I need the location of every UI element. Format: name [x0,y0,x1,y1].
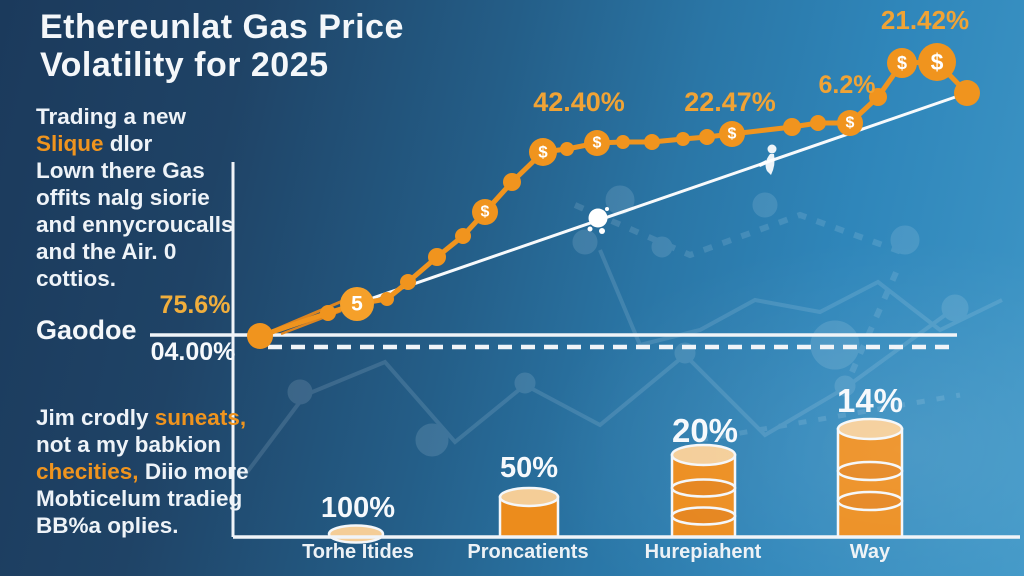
line-node-5 [340,287,374,321]
text-line: Slique dlor [36,130,251,157]
highlight-word: Slique [36,131,104,156]
dollar-icon: $ [931,49,944,75]
y-axis-word-label: Gaodoe [36,315,137,345]
line-point-label-2: 22.47% [684,87,776,117]
bar-value-label: 100% [320,492,396,524]
dollar-icon: $ [593,135,602,152]
highlight-word: suneats, [154,405,247,430]
dollar-icon: $ [481,204,490,221]
number-5-marker: 5 [351,293,363,316]
dollar-icon: $ [728,126,737,143]
reference-value-lower: 04.00% [150,338,236,366]
bar-cylinder-1 [327,524,385,544]
bar-category-label: Hurepiahent [644,541,762,563]
dollar-icon: $ [538,143,548,162]
line-node [783,118,801,136]
title-line-1: Ethereunlat Gas Price [40,8,404,46]
dollar-coin-node [918,43,956,81]
bar-value-label: 20% [671,412,739,449]
text-line: and ennycroucalls [36,212,234,237]
bar-cylinder-2 [498,486,560,539]
background-network-watermark [243,185,1003,477]
text-line: checities, Diio more [36,458,261,485]
dollar-icon: $ [846,115,855,132]
footer-text-block: Jim crodly suneats, not a my babkion che… [36,404,261,539]
highlight-word: checities, [36,459,139,484]
dollar-coin-node [472,199,498,225]
line-node [380,292,394,306]
bar-value-label: 50% [499,452,559,484]
line-node [676,132,690,146]
line-point-label-4: 21.42% [880,5,970,35]
reference-value-upper: 75.6% [159,291,231,319]
line-node [247,323,273,349]
line-node [644,134,660,150]
line-node [954,80,980,106]
stick-figure-icon [758,144,777,175]
title-line-2: Volatility for 2025 [40,46,329,84]
dollar-coin-node [719,121,745,147]
intro-text-block: Trading a new Slique dlor Lown there Gas… [36,103,251,292]
text-line: Mobticelum tradieg [36,486,243,511]
node-glyphs: 5 $ $ $ $ $ $ $ [351,49,943,316]
line-node [869,88,887,106]
dollar-icon: $ [897,53,907,73]
bar-cylinder-3 [670,443,737,539]
line-node [560,142,574,156]
dollar-coin-node [529,138,557,166]
text-fragment: Jim crodly [36,405,155,430]
bar-chart-group [327,417,904,544]
line-node [320,305,336,321]
text-line: and the Air. 0 cottios. [36,239,177,291]
line-node [503,173,521,191]
line-point-label-1: 42.40% [533,87,625,117]
text-fragment: Diio more [138,459,249,484]
dollar-coin-node [584,130,610,156]
line-point-label-3: 6.2% [818,71,876,99]
text-line: Trading a new [36,104,187,129]
text-line: Jim crodly suneats, [36,404,261,431]
line-nodes [247,43,980,349]
text-line: not a my babkion [36,432,222,457]
line-node [428,248,446,266]
line-node [616,135,630,149]
bar-category-label: Way [849,541,891,563]
bar-category-label: Torhe Itides [302,541,414,563]
text-line: Lown there Gas [36,158,205,183]
line-node [400,274,416,290]
line-node [699,129,715,145]
text-fragment: dlor [103,131,153,156]
dollar-coin-node [837,110,863,136]
line-node [810,115,826,131]
dollar-coin-node [887,48,917,78]
page-title: Ethereunlat Gas Price Volatility for 202… [40,8,510,84]
text-line: BB%a oplies. [36,513,179,538]
bar-category-label: Proncatients [467,541,589,563]
bar-value-label: 14% [836,382,904,419]
text-line: offits nalg siorie [36,185,210,210]
paint-splat [587,207,609,234]
line-node [455,228,471,244]
bar-cylinder-4 [836,417,904,539]
